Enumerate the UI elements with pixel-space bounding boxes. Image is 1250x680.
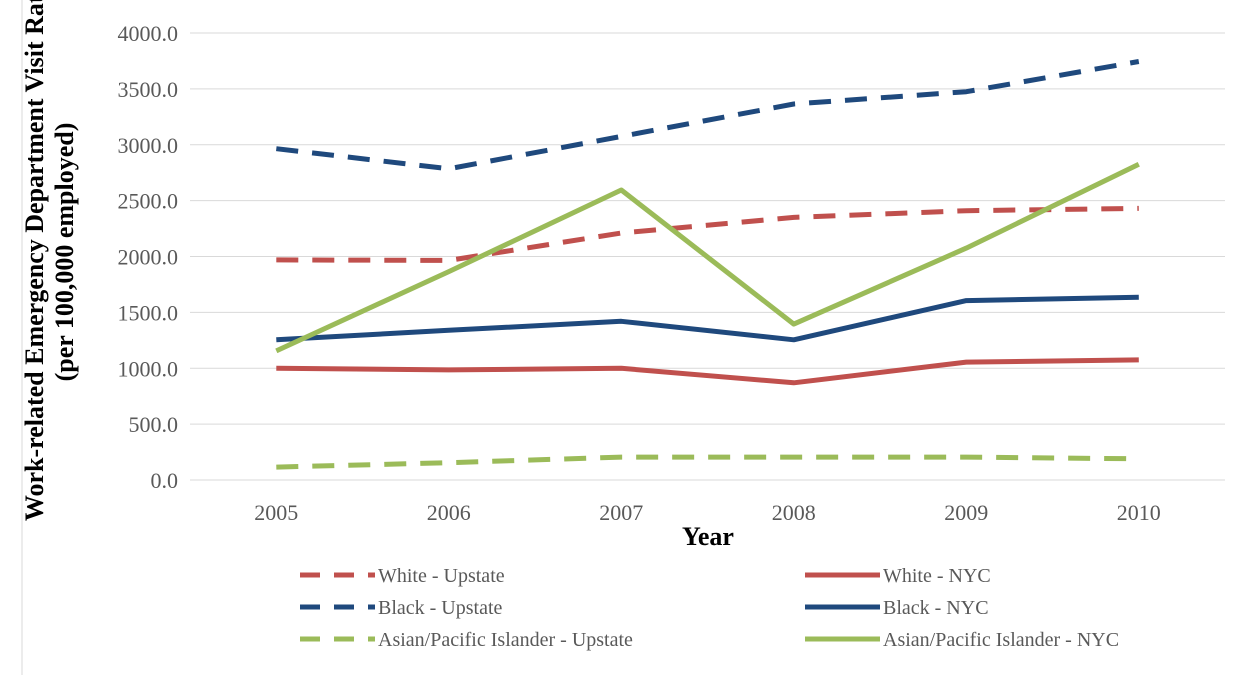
y-tick-label: 3500.0	[118, 77, 179, 102]
x-axis-title: Year	[682, 522, 734, 551]
y-tick-label: 4000.0	[118, 21, 179, 46]
x-tick-label: 2005	[254, 500, 298, 525]
y-tick-label: 500.0	[129, 412, 179, 437]
legend: White - Upstate White - NYC Black - Upstat…	[300, 565, 1119, 651]
y-axis-ticks: 0.0 500.0 1000.0 1500.0 2000.0 2500.0 3000.0 35…	[118, 21, 179, 493]
x-tick-label: 2009	[944, 500, 988, 525]
y-axis-title-line2: (per 100,000 employed)	[50, 123, 79, 382]
series-line-2	[276, 59, 1140, 172]
y-tick-label: 3000.0	[118, 133, 179, 158]
legend-label-0: White - Upstate	[378, 565, 505, 587]
series-lines	[275, 59, 1140, 470]
y-tick-label: 0.0	[151, 468, 179, 493]
series-line-0	[276, 205, 1139, 263]
legend-label-4: Asian/Pacific Islander - Upstate	[378, 629, 633, 651]
x-tick-label: 2010	[1117, 500, 1161, 525]
x-tick-label: 2006	[427, 500, 471, 525]
x-tick-label: 2007	[599, 500, 643, 525]
y-tick-label: 2500.0	[118, 189, 179, 214]
legend-label-3: Black - NYC	[883, 597, 989, 619]
x-tick-label: 2008	[772, 500, 816, 525]
series-line-4	[276, 454, 1139, 470]
x-axis-ticks: 2005 2006 2007 2008 2009 2010	[254, 500, 1161, 525]
legend-label-5: Asian/Pacific Islander - NYC	[883, 629, 1119, 651]
series-line-5	[275, 162, 1140, 354]
legend-label-1: White - NYC	[883, 565, 991, 587]
y-tick-label: 1000.0	[118, 356, 179, 381]
series-line-3	[276, 294, 1139, 343]
y-axis-title-line1: Work-related Emergency Department Visit …	[20, 0, 49, 521]
series-line-1	[276, 357, 1139, 386]
legend-label-2: Black - Upstate	[378, 597, 503, 619]
y-tick-label: 1500.0	[118, 300, 179, 325]
y-tick-label: 2000.0	[118, 245, 179, 270]
